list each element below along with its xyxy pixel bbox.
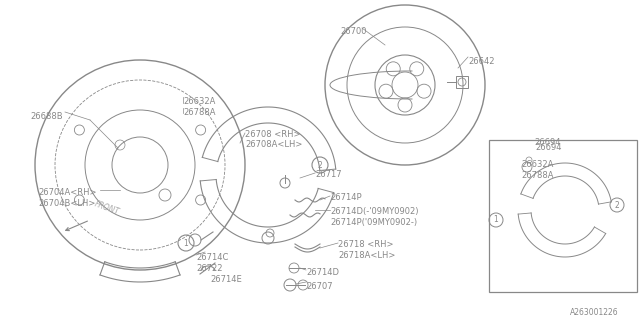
Bar [489, 140, 637, 292]
Text: 26714C: 26714C [196, 253, 228, 262]
Text: 26700: 26700 [340, 27, 367, 36]
Text: 2: 2 [614, 201, 620, 210]
Text: 26708 <RH>: 26708 <RH> [245, 130, 301, 139]
Text: 26714P('09MY0902-): 26714P('09MY0902-) [330, 218, 417, 227]
Text: 26632A: 26632A [521, 160, 554, 169]
Text: 26788A: 26788A [183, 108, 216, 117]
Text: 26694: 26694 [534, 138, 561, 147]
Text: 26704B<LH>: 26704B<LH> [38, 199, 95, 208]
Text: 1: 1 [493, 215, 499, 225]
Text: FRONT: FRONT [93, 200, 120, 217]
Text: 2: 2 [317, 161, 323, 170]
Text: 26704A<RH>: 26704A<RH> [38, 188, 97, 197]
Text: 26714P: 26714P [330, 193, 362, 202]
Text: 26642: 26642 [468, 57, 495, 66]
Text: 26718A<LH>: 26718A<LH> [338, 251, 396, 260]
Text: 26714E: 26714E [210, 275, 242, 284]
Text: 26722: 26722 [196, 264, 223, 273]
Text: 26788A: 26788A [521, 171, 554, 180]
Text: 26718 <RH>: 26718 <RH> [338, 240, 394, 249]
Text: 1: 1 [184, 238, 188, 247]
Text: A263001226: A263001226 [570, 308, 619, 317]
Text: 26714D(-'09MY0902): 26714D(-'09MY0902) [330, 207, 419, 216]
Text: 26632A: 26632A [183, 97, 216, 106]
Bar [456, 76, 468, 88]
Text: 26694: 26694 [535, 143, 561, 152]
Text: 26707: 26707 [306, 282, 333, 291]
Text: 26717: 26717 [315, 170, 342, 179]
Text: 26714D: 26714D [306, 268, 339, 277]
Text: 26708A<LH>: 26708A<LH> [245, 140, 302, 149]
Text: 26688B: 26688B [30, 112, 63, 121]
